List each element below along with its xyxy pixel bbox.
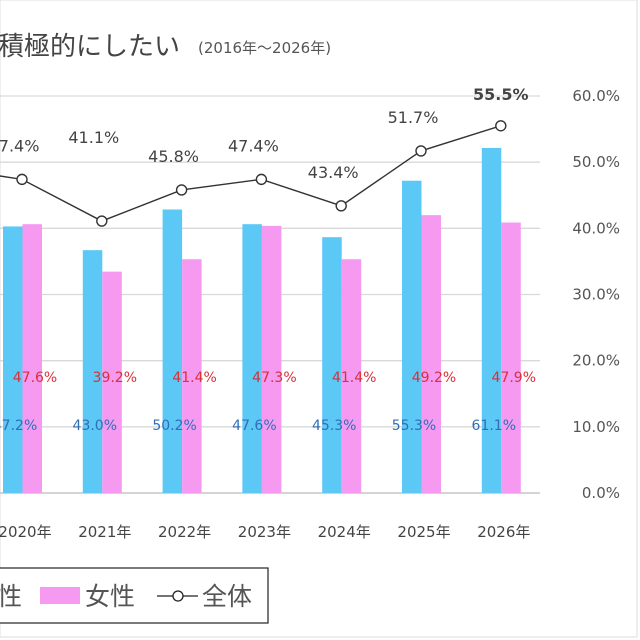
line-point bbox=[335, 200, 347, 212]
legend-total-label: 全体 bbox=[202, 582, 252, 611]
bar-female bbox=[182, 259, 202, 493]
x-tick-label: 2023年 bbox=[238, 523, 291, 541]
legend-line-marker bbox=[172, 590, 184, 602]
label-total: 55.5% bbox=[473, 85, 529, 104]
label-male: 47.2% bbox=[0, 418, 37, 434]
label-female: 47.9% bbox=[492, 370, 536, 386]
y-tick-label: 40.0% bbox=[572, 219, 620, 237]
legend: 性 女性 全体 bbox=[0, 567, 269, 624]
label-total: 41.1% bbox=[68, 128, 119, 147]
x-tick-label: 2024年 bbox=[318, 523, 371, 541]
x-tick-label: 2021年 bbox=[78, 523, 131, 541]
label-male: 50.2% bbox=[152, 418, 196, 434]
bar-female bbox=[102, 271, 122, 493]
label-female: 39.2% bbox=[93, 370, 137, 386]
line-point bbox=[255, 173, 268, 186]
label-total: 51.7% bbox=[388, 108, 439, 127]
line-total bbox=[0, 125, 502, 222]
bar-male bbox=[402, 180, 422, 494]
legend-female-swatch bbox=[40, 587, 80, 604]
bar-female bbox=[501, 222, 521, 493]
bar-male bbox=[322, 237, 342, 493]
label-total: 47.4% bbox=[0, 136, 39, 155]
label-female: 47.6% bbox=[13, 370, 57, 386]
bar-male bbox=[242, 224, 262, 494]
line-point bbox=[495, 120, 507, 132]
bar-male bbox=[82, 250, 103, 493]
bar-male bbox=[3, 226, 23, 493]
legend-male-label: 性 bbox=[0, 582, 22, 611]
label-female: 41.4% bbox=[172, 370, 216, 386]
y-tick-label: 50.0% bbox=[572, 153, 620, 171]
y-tick-label: 10.0% bbox=[572, 418, 620, 436]
x-tick-label: 2026年 bbox=[477, 523, 530, 541]
x-tick-label: 2025年 bbox=[397, 523, 450, 541]
label-male: 55.3% bbox=[392, 418, 436, 434]
bar-male bbox=[162, 209, 183, 493]
line-point bbox=[96, 215, 108, 227]
label-female: 49.2% bbox=[412, 370, 456, 386]
y-tick-label: 30.0% bbox=[572, 286, 620, 304]
y-tick-label: 0.0% bbox=[582, 484, 620, 502]
line-point bbox=[175, 184, 188, 196]
x-tick-label: 2022年 bbox=[158, 523, 211, 541]
chart-subtitle: (2016年～2026年) bbox=[198, 39, 331, 57]
label-male: 45.3% bbox=[312, 418, 356, 434]
chart-title: 積極的にしたい bbox=[0, 32, 180, 62]
label-female: 47.3% bbox=[252, 370, 296, 386]
line-point bbox=[16, 173, 28, 186]
label-total: 47.4% bbox=[228, 136, 279, 155]
bar-female bbox=[22, 224, 42, 494]
bar-male bbox=[481, 147, 502, 494]
label-total: 43.4% bbox=[308, 163, 359, 182]
line-point bbox=[415, 145, 427, 157]
label-total: 45.8% bbox=[148, 147, 199, 166]
y-tick-label: 60.0% bbox=[572, 87, 620, 105]
legend-female-label: 女性 bbox=[85, 582, 135, 611]
y-tick-label: 20.0% bbox=[572, 352, 620, 370]
label-male: 47.6% bbox=[232, 418, 276, 434]
bar-female bbox=[421, 215, 441, 493]
label-male: 43.0% bbox=[73, 418, 117, 434]
label-female: 41.4% bbox=[332, 370, 376, 386]
bar-female bbox=[261, 225, 282, 493]
bar-female bbox=[341, 259, 362, 493]
label-male: 61.1% bbox=[472, 418, 516, 434]
x-tick-label: 2020年 bbox=[0, 523, 52, 541]
